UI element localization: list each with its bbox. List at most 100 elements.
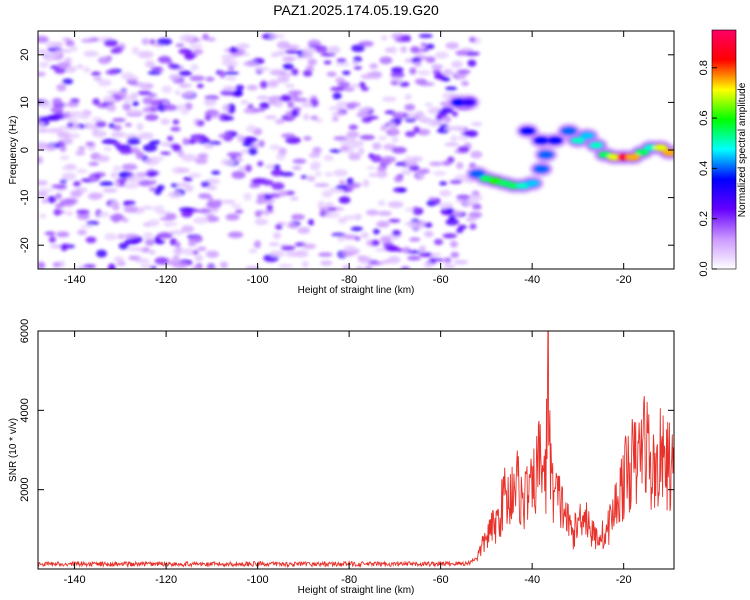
signal-cell [561,127,576,135]
heatmap-cell [404,103,416,111]
heatmap-cell [106,103,117,112]
heatmap-cell [377,210,392,217]
heatmap-cell [136,82,149,87]
heatmap-cell [443,257,452,263]
heatmap-cell [337,81,351,88]
heatmap-cell [442,233,458,239]
heatmap-cell [92,98,100,106]
heatmap-cell [357,256,372,264]
heatmap-cell [442,76,451,82]
heatmap-cell [360,232,370,239]
heatmap-cell [307,219,315,226]
heatmap-cell [211,114,219,119]
heatmap-cell [113,165,121,172]
heatmap-cell [59,155,70,160]
spectrogram-xtick-label: -80 [341,274,357,286]
heatmap-cell [469,223,477,230]
heatmap-cell [465,217,477,222]
snr-xtick-label: -140 [64,574,86,586]
heatmap-cell [244,266,261,269]
heatmap-cell [249,183,261,189]
heatmap-cell [156,184,165,191]
heatmap-cell [132,100,139,107]
heatmap-cell [90,71,101,76]
heatmap-cell [205,109,220,117]
heatmap-cell [314,183,330,188]
heatmap-cell [172,119,180,125]
heatmap-cell [179,34,195,43]
heatmap-cell [65,211,73,216]
heatmap-cell [450,251,460,258]
heatmap-cell [83,67,91,73]
heatmap-cell [472,205,482,210]
signal-cell [470,170,485,177]
heatmap-cell [56,83,67,92]
heatmap-cell [118,178,126,187]
heatmap-cell [126,109,142,115]
heatmap-cell [382,96,397,102]
heatmap-cell [181,225,195,233]
heatmap-cell [449,179,463,184]
heatmap-cell [295,250,309,258]
heatmap-cell [376,166,385,172]
heatmap-cell [38,61,49,69]
heatmap-cell [254,218,269,226]
colorbar-ticks: 0.0 0.2 0.4 0.6 0.8 [698,60,717,277]
heatmap-cell [469,36,476,43]
heatmap-cell [453,259,469,265]
heatmap-cell [47,127,63,134]
snr-series-line [38,331,674,569]
heatmap-cell [387,201,404,209]
heatmap-cell [310,161,322,168]
heatmap-cell [144,60,156,68]
heatmap-cell [287,101,295,109]
heatmap-cell [285,136,301,144]
heatmap-cell [351,44,365,53]
heatmap-cell [165,213,177,221]
heatmap-cell [323,60,332,65]
signal-cell [634,149,649,156]
heatmap-cell [285,83,295,88]
heatmap-cell [123,182,140,189]
heatmap-cell [303,113,310,121]
heatmap-cell [332,112,345,117]
heatmap-cell [468,193,483,202]
heatmap-cell [157,55,172,64]
heatmap-cell [314,171,322,177]
heatmap-cell [462,200,476,206]
heatmap-cell [62,78,74,85]
heatmap-cell [103,39,119,47]
heatmap-cell [142,96,154,105]
heatmap-cell [39,213,47,219]
snr-ytick-label: 2000 [19,477,31,501]
heatmap-cell [67,133,81,138]
signal-cell [534,137,549,144]
heatmap-cell [393,175,404,183]
heatmap-cell [366,71,374,80]
heatmap-cell [326,206,338,212]
heatmap-cell [418,33,433,39]
heatmap-cell [113,256,125,262]
heatmap-cell [126,137,141,145]
heatmap-cell [346,131,360,139]
heatmap-cell [137,179,154,187]
heatmap-cell [328,106,345,111]
heatmap-cell [102,188,118,193]
heatmap-cell [247,147,258,156]
signal-cell [589,142,604,149]
signal-cell [548,137,563,144]
heatmap-cell [264,115,277,120]
heatmap-cell [278,147,287,156]
heatmap-cell [50,106,64,113]
heatmap-cell [437,113,447,119]
heatmap-cell [170,183,178,188]
heatmap-cell [206,37,216,42]
heatmap-cell [307,58,318,66]
heatmap-cell [161,85,172,94]
colorbar-gradient [711,29,737,270]
heatmap-cell [244,164,252,173]
heatmap-cell [400,169,413,176]
heatmap-cell [76,64,84,70]
heatmap-cell [284,49,301,54]
heatmap-cell [353,65,362,70]
